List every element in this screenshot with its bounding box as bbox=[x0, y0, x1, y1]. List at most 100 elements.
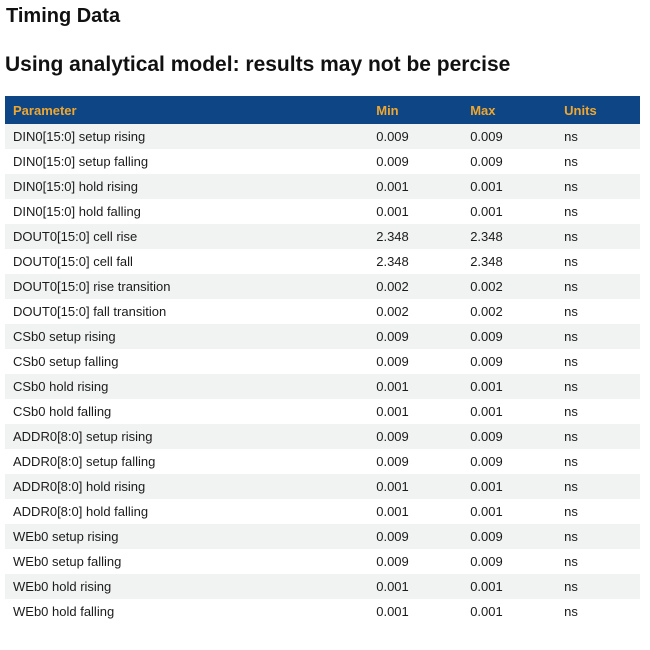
max-cell: 0.002 bbox=[470, 304, 503, 319]
column-header-max: Max bbox=[462, 96, 557, 124]
units-cell: ns bbox=[564, 529, 578, 544]
units-cell: ns bbox=[564, 604, 578, 619]
parameter-cell: DOUT0[15:0] fall transition bbox=[13, 304, 167, 319]
units-cell: ns bbox=[564, 379, 578, 394]
min-cell: 0.009 bbox=[376, 154, 409, 169]
column-header-min: Min bbox=[368, 96, 463, 124]
max-cell: 0.009 bbox=[470, 129, 503, 144]
min-cell: 0.009 bbox=[376, 454, 409, 469]
table-row: WEb0 setup rising 0.009 0.009 ns bbox=[5, 524, 640, 549]
min-cell: 0.001 bbox=[376, 504, 409, 519]
max-cell: 0.001 bbox=[470, 204, 503, 219]
parameter-cell: WEb0 hold rising bbox=[13, 579, 112, 594]
units-cell: ns bbox=[564, 129, 578, 144]
min-cell: 0.009 bbox=[376, 429, 409, 444]
table-row: ADDR0[8:0] setup rising 0.009 0.009 ns bbox=[5, 424, 640, 449]
min-cell: 0.001 bbox=[376, 404, 409, 419]
min-cell: 2.348 bbox=[376, 229, 409, 244]
min-cell: 0.002 bbox=[376, 279, 409, 294]
parameter-cell: DIN0[15:0] hold rising bbox=[13, 179, 139, 194]
min-cell: 0.009 bbox=[376, 329, 409, 344]
parameter-cell: WEb0 setup falling bbox=[13, 554, 122, 569]
max-cell: 0.009 bbox=[470, 454, 503, 469]
max-cell: 0.009 bbox=[470, 554, 503, 569]
max-cell: 0.001 bbox=[470, 579, 503, 594]
max-cell: 0.001 bbox=[470, 179, 503, 194]
table-row: DOUT0[15:0] cell fall 2.348 2.348 ns bbox=[5, 249, 640, 274]
parameter-cell: DOUT0[15:0] cell fall bbox=[13, 254, 133, 269]
min-cell: 0.009 bbox=[376, 554, 409, 569]
min-cell: 0.009 bbox=[376, 129, 409, 144]
table-row: DIN0[15:0] setup falling 0.009 0.009 ns bbox=[5, 149, 640, 174]
max-cell: 0.001 bbox=[470, 504, 503, 519]
units-cell: ns bbox=[564, 304, 578, 319]
parameter-cell: CSb0 hold falling bbox=[13, 404, 112, 419]
table-row: CSb0 setup rising 0.009 0.009 ns bbox=[5, 324, 640, 349]
max-cell: 0.009 bbox=[470, 329, 503, 344]
table-row: DOUT0[15:0] fall transition 0.002 0.002 ns bbox=[5, 299, 640, 324]
page-title: Timing Data bbox=[6, 5, 121, 27]
units-cell: ns bbox=[564, 354, 578, 369]
table-row: WEb0 hold rising 0.001 0.001 ns bbox=[5, 574, 640, 599]
max-cell: 0.001 bbox=[470, 379, 503, 394]
table-row: WEb0 setup falling 0.009 0.009 ns bbox=[5, 549, 640, 574]
max-cell: 0.009 bbox=[470, 354, 503, 369]
units-cell: ns bbox=[564, 579, 578, 594]
max-cell: 0.002 bbox=[470, 279, 503, 294]
units-cell: ns bbox=[564, 479, 578, 494]
units-cell: ns bbox=[564, 154, 578, 169]
table-row: DOUT0[15:0] cell rise 2.348 2.348 ns bbox=[5, 224, 640, 249]
table-row: WEb0 hold falling 0.001 0.001 ns bbox=[5, 599, 640, 624]
parameter-cell: DIN0[15:0] setup falling bbox=[13, 154, 149, 169]
parameter-cell: ADDR0[8:0] setup rising bbox=[13, 429, 153, 444]
min-cell: 0.001 bbox=[376, 204, 409, 219]
units-cell: ns bbox=[564, 229, 578, 244]
units-cell: ns bbox=[564, 429, 578, 444]
units-cell: ns bbox=[564, 404, 578, 419]
parameter-cell: CSb0 setup rising bbox=[13, 329, 116, 344]
parameter-cell: ADDR0[8:0] hold rising bbox=[13, 479, 146, 494]
parameter-cell: DOUT0[15:0] cell rise bbox=[13, 229, 138, 244]
units-cell: ns bbox=[564, 179, 578, 194]
parameter-cell: ADDR0[8:0] setup falling bbox=[13, 454, 156, 469]
table-row: DIN0[15:0] hold rising 0.001 0.001 ns bbox=[5, 174, 640, 199]
parameter-cell: ADDR0[8:0] hold falling bbox=[13, 504, 149, 519]
parameter-cell: CSb0 setup falling bbox=[13, 354, 119, 369]
parameter-cell: WEb0 setup rising bbox=[13, 529, 119, 544]
parameter-cell: DIN0[15:0] hold falling bbox=[13, 204, 141, 219]
max-cell: 2.348 bbox=[470, 229, 503, 244]
timing-table: Parameter Min Max Units DIN0[15:0] setup… bbox=[5, 96, 640, 624]
units-cell: ns bbox=[564, 204, 578, 219]
max-cell: 0.009 bbox=[470, 154, 503, 169]
max-cell: 2.348 bbox=[470, 254, 503, 269]
units-cell: ns bbox=[564, 329, 578, 344]
table-row: CSb0 hold falling 0.001 0.001 ns bbox=[5, 399, 640, 424]
parameter-cell: DOUT0[15:0] rise transition bbox=[13, 279, 171, 294]
min-cell: 0.009 bbox=[376, 354, 409, 369]
column-header-units: Units bbox=[556, 96, 640, 124]
min-cell: 0.001 bbox=[376, 379, 409, 394]
units-cell: ns bbox=[564, 454, 578, 469]
min-cell: 0.001 bbox=[376, 579, 409, 594]
table-row: DIN0[15:0] hold falling 0.001 0.001 ns bbox=[5, 199, 640, 224]
table-row: DOUT0[15:0] rise transition 0.002 0.002 ns bbox=[5, 274, 640, 299]
units-cell: ns bbox=[564, 279, 578, 294]
max-cell: 0.009 bbox=[470, 529, 503, 544]
page-subtitle: Using analytical model: results may not … bbox=[5, 53, 511, 76]
max-cell: 0.001 bbox=[470, 479, 503, 494]
table-row: CSb0 hold rising 0.001 0.001 ns bbox=[5, 374, 640, 399]
units-cell: ns bbox=[564, 254, 578, 269]
min-cell: 2.348 bbox=[376, 254, 409, 269]
parameter-cell: DIN0[15:0] setup rising bbox=[13, 129, 146, 144]
parameter-cell: CSb0 hold rising bbox=[13, 379, 109, 394]
report-page: Timing Data Using analytical model: resu… bbox=[0, 4, 650, 624]
max-cell: 0.009 bbox=[470, 429, 503, 444]
min-cell: 0.001 bbox=[376, 479, 409, 494]
column-header-parameter: Parameter bbox=[5, 96, 369, 124]
parameter-cell: WEb0 hold falling bbox=[13, 604, 115, 619]
timing-table-body: DIN0[15:0] setup rising 0.009 0.009 ns DIN0[… bbox=[5, 124, 640, 624]
max-cell: 0.001 bbox=[470, 604, 503, 619]
max-cell: 0.001 bbox=[470, 404, 503, 419]
table-row: ADDR0[8:0] hold rising 0.001 0.001 ns bbox=[5, 474, 640, 499]
min-cell: 0.001 bbox=[376, 179, 409, 194]
